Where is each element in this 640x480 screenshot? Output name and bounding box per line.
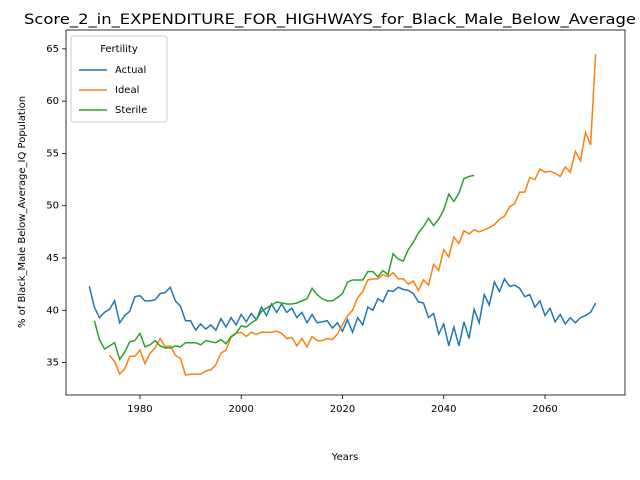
y-axis-label: % of Black_Male Below_Average_IQ Populat… <box>17 96 28 328</box>
legend-title: Fertility <box>100 44 138 55</box>
y-tick-label: 60 <box>46 96 59 107</box>
series-line <box>108 54 597 377</box>
y-tick-label: 65 <box>46 44 59 55</box>
y-tick-label: 55 <box>46 148 59 159</box>
chart-title: Score_2_in_EXPENDITURE_FOR_HIGHWAYS_for_… <box>24 12 636 28</box>
series-line <box>93 174 475 362</box>
plot-frame <box>65 29 626 396</box>
y-tick-label: 45 <box>46 253 59 264</box>
legend-box <box>70 35 168 123</box>
x-tick-label: 2020 <box>330 404 355 415</box>
y-tick-label: 50 <box>46 201 59 212</box>
y-tick-label: 35 <box>46 358 59 369</box>
legend-label: Ideal <box>115 85 139 96</box>
series-line <box>88 277 597 347</box>
legend-label: Actual <box>115 65 146 76</box>
x-tick-label: 2060 <box>532 404 557 415</box>
legend-label: Sterile <box>115 105 147 116</box>
x-axis-label: Years <box>331 452 358 463</box>
y-tick-label: 40 <box>46 305 59 316</box>
x-tick-label: 1980 <box>127 404 152 415</box>
x-tick-label: 2040 <box>431 404 456 415</box>
x-tick-label: 2000 <box>228 404 253 415</box>
